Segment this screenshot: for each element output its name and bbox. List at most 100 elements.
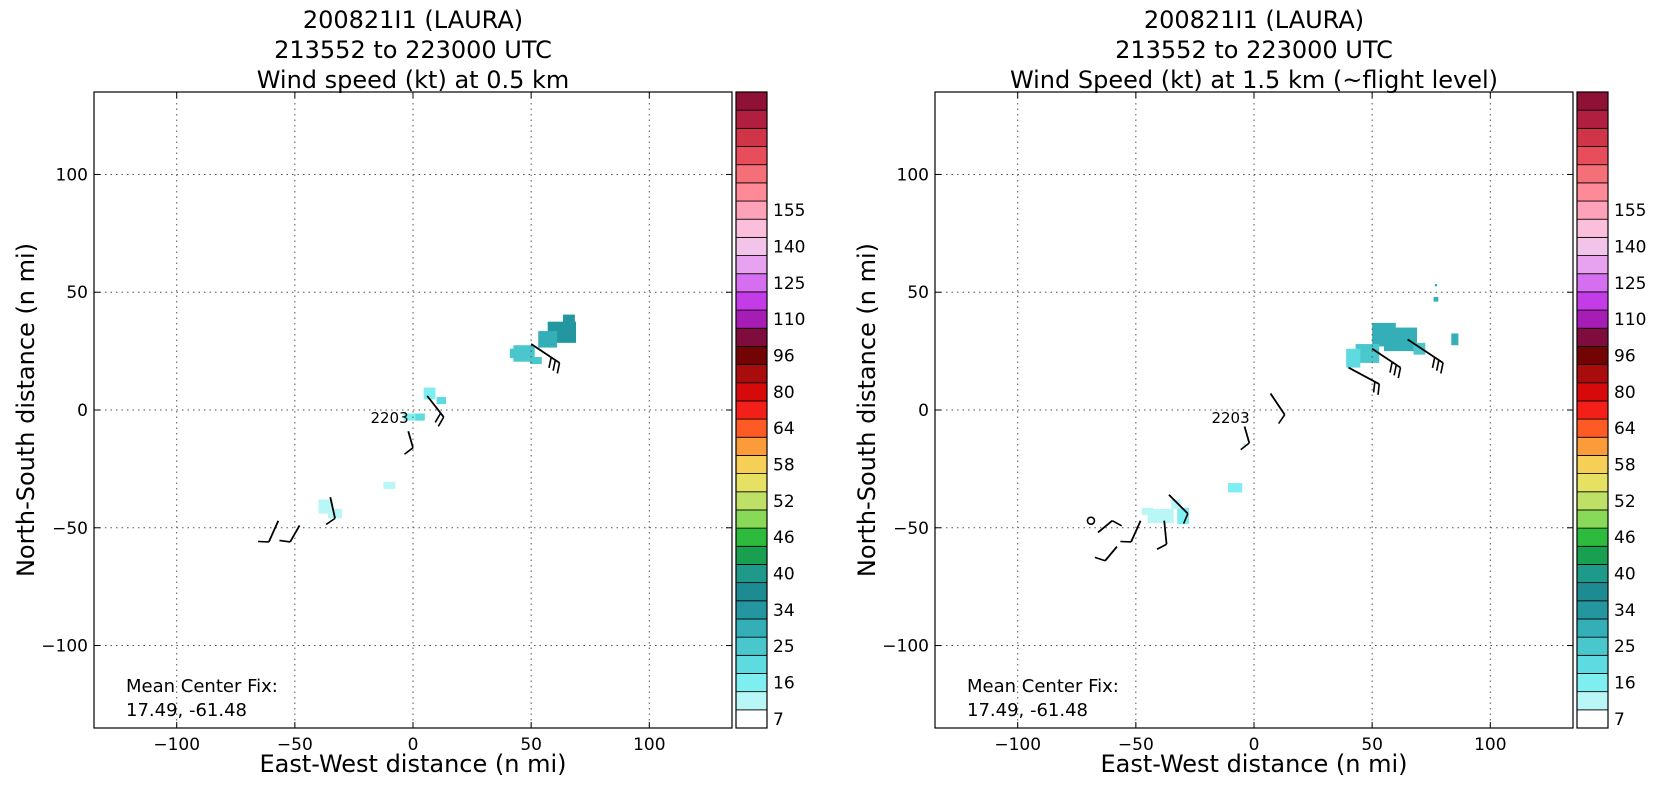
gridlines	[935, 92, 1573, 728]
colorbar-bin	[735, 400, 768, 420]
barb-flag	[1397, 367, 1402, 379]
colorbar-bin	[1576, 654, 1609, 674]
wind-speed-cell	[415, 413, 425, 421]
colorbar-bin	[735, 418, 768, 438]
colorbar-tick-label: 52	[773, 492, 795, 512]
colorbar-tick-label: 80	[773, 383, 795, 403]
colorbar-bin	[1576, 491, 1609, 511]
colorbar-bin	[1576, 636, 1609, 656]
colorbar-bin	[735, 600, 768, 620]
colorbar-bin	[1576, 109, 1609, 129]
wind-speed-cell	[1434, 283, 1438, 287]
colorbar-tick-label: 96	[1614, 346, 1636, 366]
colorbar-tick-label: 7	[1614, 710, 1625, 730]
barb-flag	[1277, 414, 1286, 425]
colorbar-bin	[735, 673, 768, 693]
colorbar-bin	[735, 291, 768, 311]
barb-staff	[1163, 520, 1168, 545]
wind-speed-cell	[1177, 507, 1190, 525]
barb-flag	[1393, 364, 1398, 376]
colorbar-bin	[735, 345, 768, 365]
barb-flag	[548, 357, 552, 369]
colorbar-bin	[1576, 255, 1609, 275]
chart-title-line-1: 200821I1 (LAURA)	[303, 6, 523, 34]
chart-title-line-3: Wind Speed (kt) at 1.5 km (~flight level…	[1010, 66, 1498, 94]
colorbar-tick-label: 64	[773, 419, 795, 439]
wind-speed-cell	[1383, 327, 1418, 352]
y-tick-label: −100	[882, 637, 929, 657]
colorbar-bin	[735, 164, 768, 184]
wind-speed-cell	[1141, 507, 1154, 515]
colorbar-bin	[735, 255, 768, 275]
y-tick-label: 100	[897, 165, 929, 185]
wind-barb	[325, 496, 336, 526]
wind-speed-cell	[304, 512, 314, 520]
wind-speed-cell	[340, 519, 349, 527]
y-tick-label: 50	[907, 283, 929, 303]
wind-barb	[530, 343, 561, 374]
wind-barb	[1120, 520, 1142, 543]
barb-flag	[556, 362, 561, 374]
barb-flag	[403, 447, 414, 455]
colorbar-bin	[1576, 418, 1609, 438]
wind-barb	[403, 430, 414, 455]
x-tick-label: 0	[408, 735, 419, 755]
colorbar-bin	[735, 327, 768, 347]
barb-flag	[1240, 442, 1250, 451]
y-tick-label: 50	[66, 283, 88, 303]
axis-ticks: −100 −50 0 50 100 −100 −50 0 50 100	[41, 92, 732, 755]
barb-staff	[1243, 426, 1251, 444]
colorbar-bin	[1576, 473, 1609, 493]
wind-barb	[1097, 520, 1123, 534]
colorbar-bin	[1576, 382, 1609, 402]
colorbar-bin	[735, 491, 768, 511]
colorbar-tick-label: 155	[1614, 201, 1646, 221]
barb-flag	[1440, 362, 1444, 374]
center-fix-label: Mean Center Fix:	[126, 676, 278, 697]
time-label: 2203	[370, 409, 408, 427]
colorbar-tick-label: 125	[1614, 274, 1646, 294]
colorbar-bin	[735, 236, 768, 256]
colorbar-frame	[735, 91, 768, 729]
x-tick-label: 100	[1474, 735, 1506, 755]
wind-barb	[1371, 348, 1402, 379]
colorbar-tick-label: 140	[1614, 237, 1646, 257]
barb-staff	[1097, 520, 1113, 534]
wind-barbs	[1086, 338, 1444, 562]
wind-speed-cell	[236, 531, 245, 539]
panel-1: 200821I1 (LAURA)213552 to 223000 UTCWind…	[12, 6, 805, 778]
barb-staff	[1348, 366, 1380, 385]
colorbar-bin	[735, 91, 768, 111]
colorbar-tick-label: 110	[773, 310, 805, 330]
colorbar-bin	[1576, 345, 1609, 365]
colorbar-tick-label: 125	[773, 274, 805, 294]
colorbar-bin	[735, 691, 768, 711]
x-tick-label: 50	[1361, 735, 1383, 755]
colorbar-bin	[1576, 673, 1609, 693]
colorbar-bin	[1576, 455, 1609, 474]
wind-speed-cell	[327, 508, 343, 519]
barb-flag	[552, 359, 557, 371]
colorbar-bin	[735, 127, 768, 147]
colorbar-bin	[1576, 273, 1609, 293]
y-tick-label: −100	[41, 637, 88, 657]
y-tick-label: 100	[56, 165, 88, 185]
colorbar-bin	[1576, 582, 1609, 602]
colorbar-bin	[1576, 291, 1609, 311]
colorbar-tick-label: 80	[1614, 383, 1636, 403]
colorbar-bin	[735, 654, 768, 674]
barb-staff	[1269, 393, 1286, 416]
barb-staff	[329, 496, 336, 519]
colorbar-tick-label: 155	[773, 201, 805, 221]
colorbar-tick-label: 52	[1614, 492, 1636, 512]
colorbar-tick-label: 64	[1614, 419, 1636, 439]
barb-flag	[1156, 543, 1167, 550]
y-tick-label: 0	[77, 401, 88, 421]
colorbar-tick-label: 58	[1614, 456, 1636, 476]
colorbar-tick-label: 46	[773, 528, 795, 548]
y-tick-label: −50	[52, 519, 88, 539]
colorbar-bin	[1576, 146, 1609, 166]
colorbar-bin	[1576, 691, 1609, 711]
colorbar-bin	[735, 527, 768, 547]
wind-speed-cell	[529, 357, 542, 365]
